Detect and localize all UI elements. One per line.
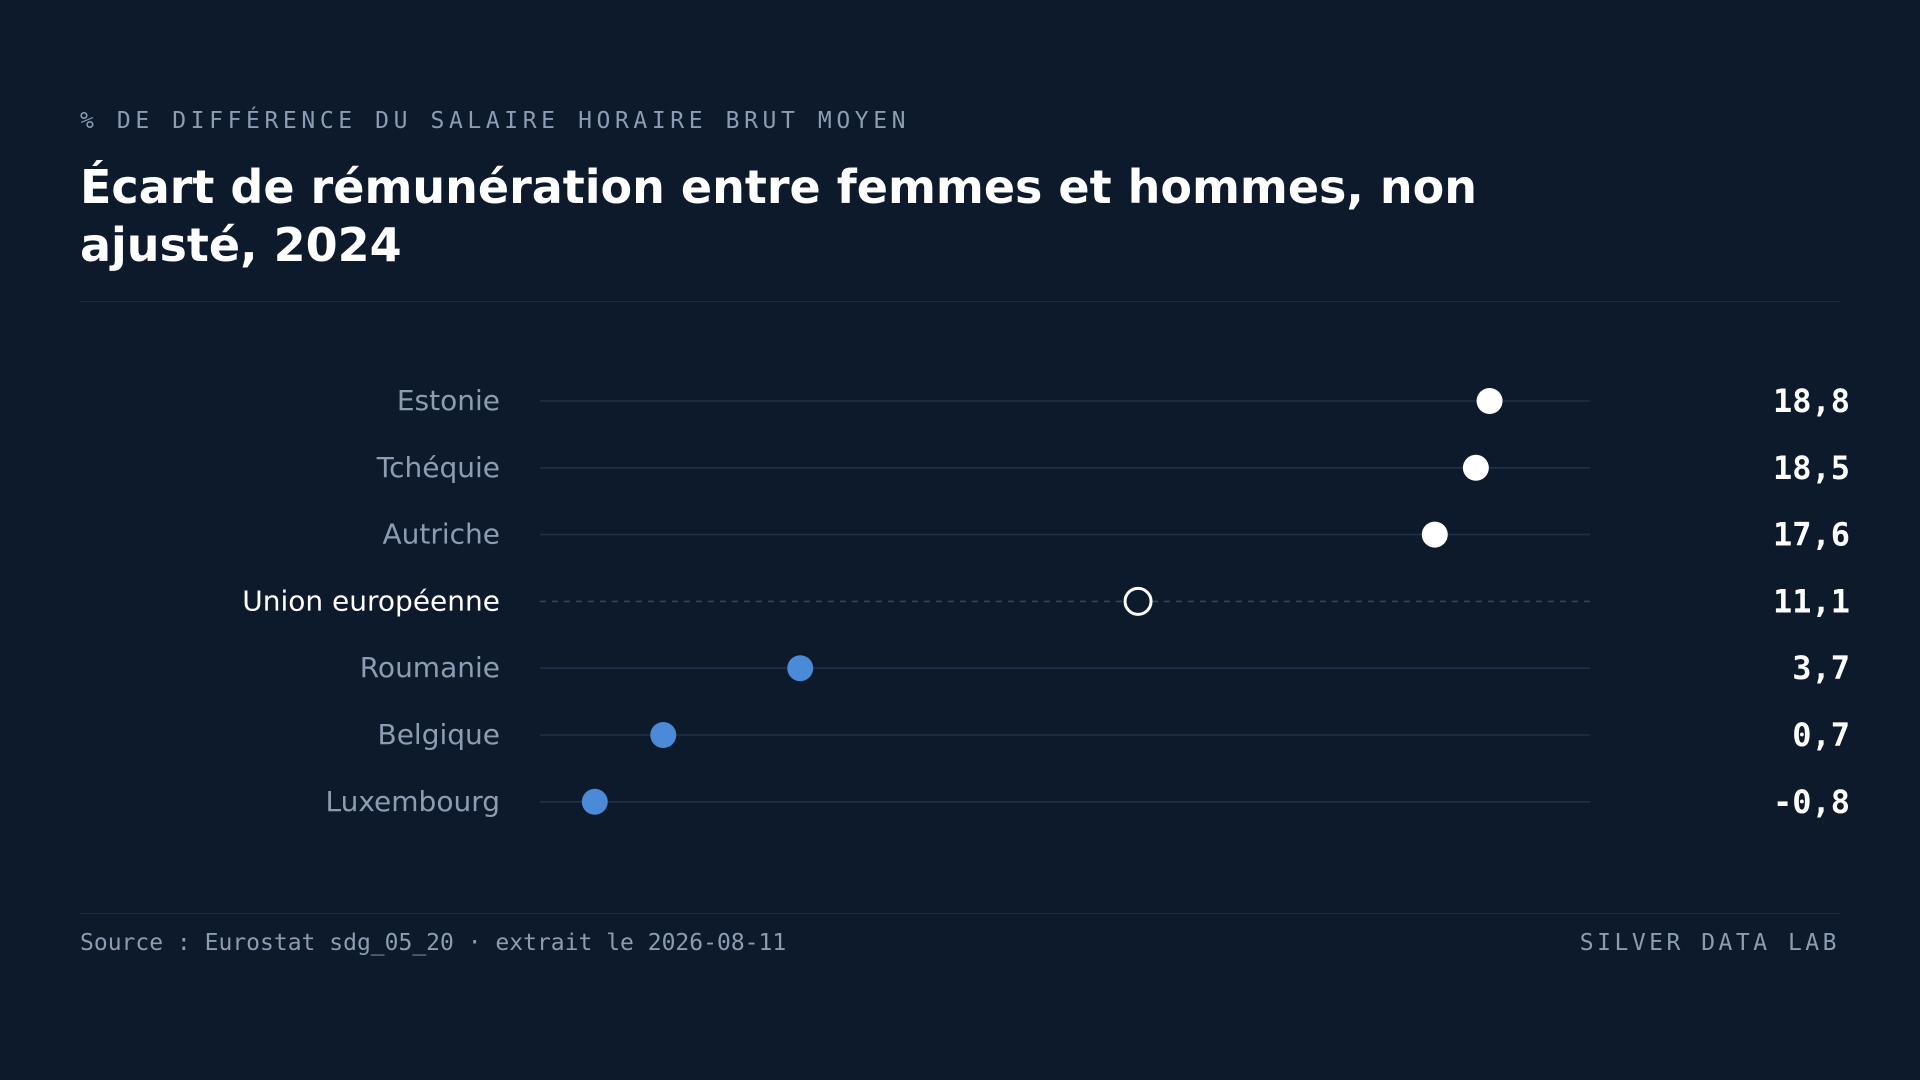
category-label: Belgique [377,718,500,751]
category-label: Roumanie [360,651,500,684]
chart-title: Écart de rémunération entre femmes et ho… [80,160,1478,272]
data-dot [1421,521,1448,548]
category-label: Union européenne [242,584,500,617]
header-divider [80,301,1840,302]
row-luxembourg: Luxembourg -0,8 [325,783,1850,821]
data-dot [1476,388,1503,414]
value-label: 3,7 [1792,649,1850,687]
row-autriche: Autriche 17,6 [382,516,1850,554]
reference-dot [1123,586,1153,616]
value-label: 0,7 [1792,716,1850,754]
source-note: Source : Eurostat sdg_05_20 · extrait le… [80,930,787,956]
category-label: Luxembourg [325,785,500,818]
chart-subtitle: % DE DIFFÉRENCE DU SALAIRE HORAIRE BRUT … [80,108,911,134]
category-label: Autriche [382,518,500,551]
row-roumanie: Roumanie 3,7 [360,649,1850,687]
value-label: 18,8 [1773,382,1850,420]
value-label: -0,8 [1773,783,1850,821]
data-dot [581,788,608,815]
footer-divider [80,913,1840,914]
data-dot [650,722,677,748]
row-estonie: Estonie 18,8 [397,382,1850,420]
value-label: 18,5 [1773,449,1850,487]
brand-label: SILVER DATA LAB [1579,930,1840,956]
value-label: 17,6 [1773,516,1850,554]
category-label: Estonie [397,384,500,417]
row-union-europeenne: Union européenne 11,1 [242,582,1850,620]
value-label: 11,1 [1773,582,1850,620]
row-tchequie: Tchéquie 18,5 [376,449,1850,487]
row-belgique: Belgique 0,7 [377,716,1850,754]
data-dot [1462,454,1489,481]
data-dot [787,655,814,682]
chart-rows: Estonie 18,8 Tchéquie 18,5 Autriche 17,6 Union… [242,382,1850,821]
category-label: Tchéquie [376,451,500,484]
